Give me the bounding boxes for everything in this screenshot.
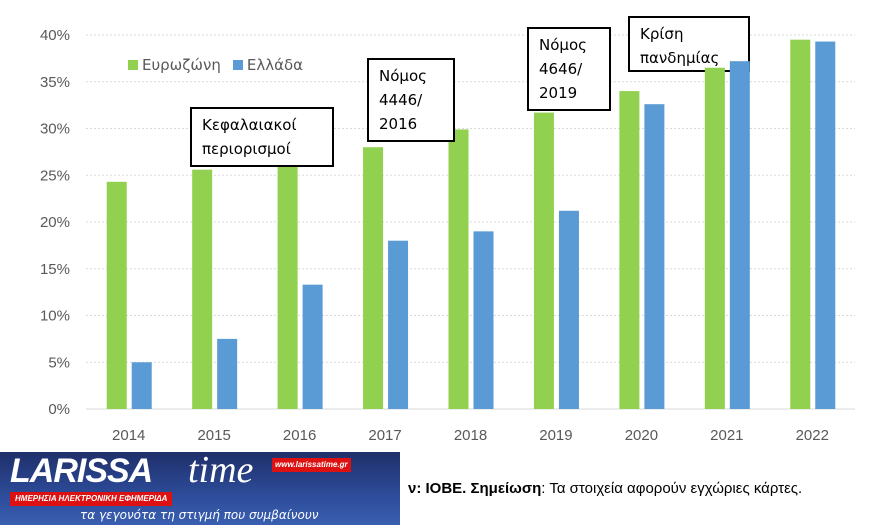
legend-item-eurozone: Ευρωζώνη: [128, 56, 221, 74]
note-label: Σημείωση: [470, 480, 542, 497]
x-tick-label: 2020: [625, 427, 658, 444]
bar-greece-2014: [131, 362, 152, 409]
x-tick-label: 2014: [112, 427, 145, 444]
y-tick-label: 40%: [40, 27, 70, 44]
logo-tagline: ΗΜΕΡΗΣΙΑ ΗΛΕΚΤΡΟΝΙΚΗ ΕΦΗΜΕΡΙΔΑ: [10, 492, 173, 506]
bar-eurozone-2014: [106, 181, 127, 409]
bar-eurozone-2021: [704, 67, 725, 409]
bar-greece-2017: [388, 240, 409, 409]
x-tick-label: 2015: [197, 427, 230, 444]
bar-greece-2020: [644, 104, 665, 409]
bar-eurozone-2016: [277, 156, 298, 409]
annotation-law-4646: Νόμος 4646/ 2019: [527, 27, 611, 111]
logo-time: time: [188, 452, 254, 491]
y-tick-label: 0%: [48, 401, 70, 418]
x-tick-label: 2019: [539, 427, 572, 444]
legend-swatch: [232, 60, 243, 70]
bar-eurozone-2017: [363, 147, 384, 409]
legend-item-greece: Ελλάδα: [232, 56, 304, 74]
logo-url: www.larissatime.gr: [272, 458, 351, 472]
bar-eurozone-2020: [619, 91, 640, 409]
bar-greece-2016: [302, 284, 323, 409]
logo-brand: LARISSA: [10, 452, 153, 490]
bar-greece-2019: [558, 210, 579, 409]
footer-note: ν: ΙΟΒΕ. Σημείωση: Τα στοιχεία αφορούν ε…: [408, 480, 802, 497]
y-tick-label: 15%: [40, 261, 70, 278]
legend-swatch: [128, 60, 138, 70]
bar-eurozone-2019: [533, 112, 554, 409]
y-tick-label: 20%: [40, 214, 70, 231]
legend-label: Ευρωζώνη: [142, 56, 221, 74]
x-tick-label: 2022: [796, 427, 829, 444]
y-tick-label: 35%: [40, 74, 70, 91]
x-tick-label: 2018: [454, 427, 487, 444]
bar-eurozone-2018: [448, 129, 469, 409]
note-text: : Τα στοιχεία αφορούν εγχώριες κάρτες.: [541, 480, 803, 497]
y-tick-label: 25%: [40, 167, 70, 184]
x-tick-label: 2021: [710, 427, 743, 444]
legend: Ευρωζώνη Ελλάδα: [128, 56, 303, 74]
logo-slogan: τα γεγονότα τη στιγμή που συμβαίνουν: [80, 508, 319, 522]
bar-greece-2015: [217, 338, 238, 409]
y-tick-label: 30%: [40, 121, 70, 138]
larissatime-logo: LARISSA time www.larissatime.gr ΗΜΕΡΗΣΙΑ…: [0, 452, 400, 525]
annotation-pandemic: Κρίση πανδημίας: [628, 16, 750, 72]
legend-label: Ελλάδα: [246, 56, 304, 74]
y-tick-label: 10%: [40, 308, 70, 325]
bar-greece-2022: [815, 41, 836, 410]
bar-greece-2018: [473, 231, 494, 409]
bar-greece-2021: [729, 61, 750, 410]
annotation-law-4446: Νόμος 4446/ 2016: [367, 58, 455, 142]
bar-eurozone-2022: [790, 39, 811, 410]
source-text: ν: ΙΟΒΕ.: [408, 480, 471, 497]
y-tick-label: 5%: [48, 354, 70, 371]
annotation-capital-controls: Κεφαλαιακοί περιορισμοί: [190, 107, 334, 167]
x-tick-label: 2017: [368, 427, 401, 444]
bar-eurozone-2015: [192, 169, 213, 409]
x-tick-label: 2016: [283, 427, 316, 444]
